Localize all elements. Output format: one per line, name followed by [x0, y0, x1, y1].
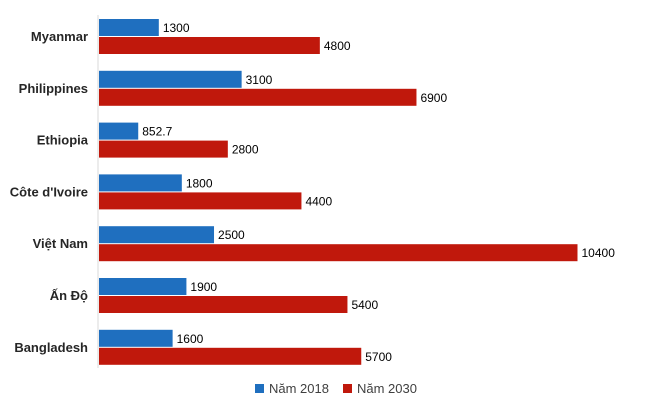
data-label: 4800 [324, 39, 351, 53]
data-label: 10400 [582, 246, 616, 260]
category-label: Myanmar [31, 29, 88, 44]
category-label: Ethiopia [37, 133, 89, 148]
legend-swatch [343, 384, 352, 393]
category-label: Côte d'Ivoire [10, 184, 88, 199]
data-label: 852.7 [142, 125, 172, 139]
data-label: 5700 [365, 350, 392, 364]
bar-nam-2018 [99, 122, 139, 140]
bar-nam-2018 [99, 19, 159, 36]
data-label: 1900 [190, 280, 217, 294]
category-label: Bangladesh [14, 340, 88, 355]
category-label: Việt Nam [33, 236, 88, 251]
data-label: 2800 [232, 143, 259, 157]
bar-nam-2030 [99, 192, 302, 210]
bar-nam-2018 [99, 329, 173, 347]
category-label: Philippines [19, 81, 88, 96]
category-label: Ấn Độ [50, 288, 88, 303]
data-label: 3100 [246, 73, 273, 87]
bar-nam-2018 [99, 278, 187, 295]
bar-nam-2030 [99, 244, 578, 262]
legend-swatch [255, 384, 264, 393]
bar-nam-2030 [99, 88, 417, 106]
data-labels: 1300 4800 3100 6900 852.7 2800 1800 4400 2500 104… [142, 21, 615, 364]
data-label: 5400 [351, 298, 378, 312]
data-label: 6900 [420, 91, 447, 105]
legend-label: Năm 2030 [357, 381, 417, 396]
bar-nam-2018 [99, 174, 182, 192]
bar-nam-2030 [99, 37, 320, 54]
data-label: 2500 [218, 228, 245, 242]
data-label: 1800 [186, 176, 213, 190]
bar-nam-2030 [99, 140, 228, 158]
data-label: 1600 [177, 332, 204, 346]
data-label: 1300 [163, 21, 190, 35]
data-label: 4400 [305, 194, 332, 208]
category-labels: Myanmar Philippines Ethiopia Côte d'Ivoire V… [10, 29, 89, 355]
legend-label: Năm 2018 [269, 381, 329, 396]
bar-nam-2018 [99, 226, 215, 244]
bar-nam-2030 [99, 347, 362, 365]
bar-nam-2030 [99, 296, 348, 313]
bar-nam-2018 [99, 70, 242, 88]
legend: Năm 2018 Năm 2030 [255, 381, 417, 396]
bars-group [99, 19, 578, 365]
